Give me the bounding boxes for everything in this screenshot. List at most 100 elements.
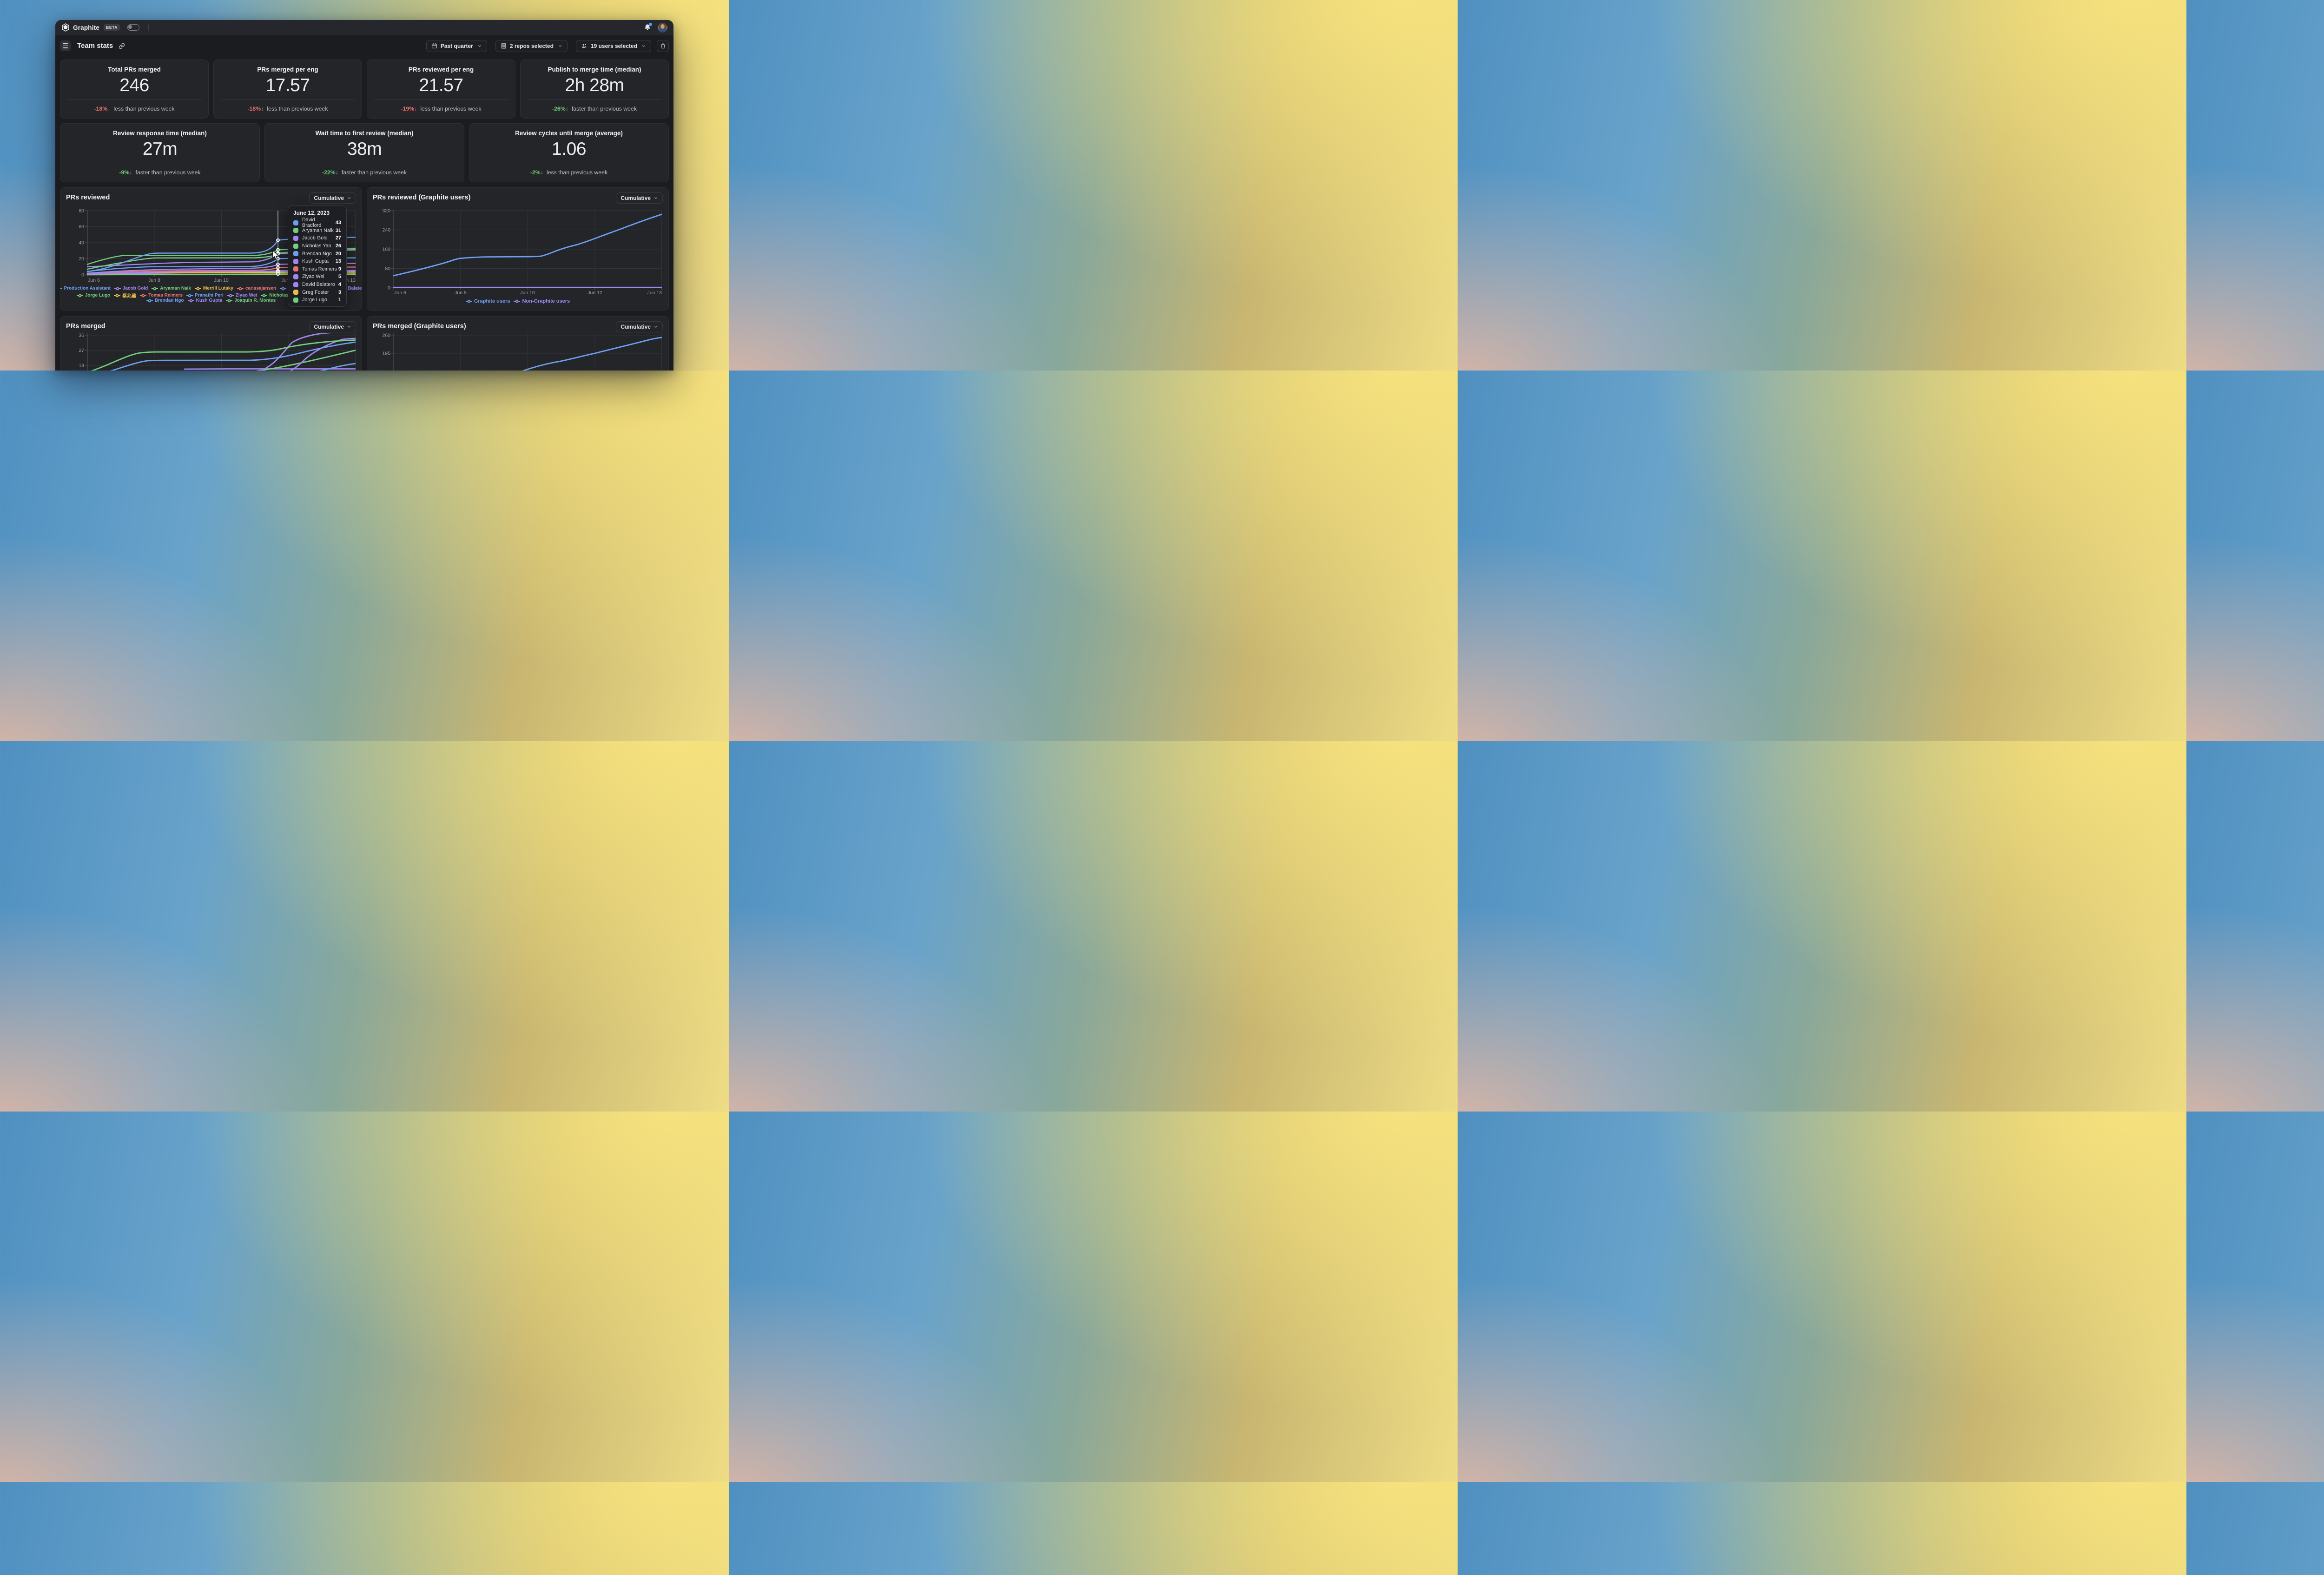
desktop: { "app": { "brand": "Graphite", "beta": … [0, 0, 729, 371]
metric-title: Publish to merge time (median) [548, 66, 641, 73]
metric-row-1: Total PRs merged 246 -18%↓ less than prev… [60, 60, 669, 119]
legend-item[interactable]: Production Assistant [60, 286, 111, 291]
metric-note: faster than previous week [341, 169, 407, 176]
metric-value: 2h 28m [565, 75, 624, 95]
menu-button[interactable] [60, 40, 71, 51]
legend-item[interactable]: Jacob Gold [114, 286, 148, 291]
y-tick: 20 [79, 256, 84, 262]
legend-item[interactable]: Joaquín R. Montes [226, 298, 276, 303]
date-range-select[interactable]: Past quarter [426, 40, 487, 52]
series-chip [293, 290, 298, 295]
legend-item[interactable]: Graphite users [465, 298, 510, 304]
metric-delta: -18%↓ [247, 106, 264, 112]
legend-item[interactable]: Brendan Ngo [146, 298, 184, 303]
y-tick: 27 [79, 348, 84, 353]
copy-link-button[interactable] [119, 43, 125, 49]
chevron-down-icon [347, 197, 351, 199]
prs-reviewed-plot[interactable]: 80 60 40 20 0 Jun 6 Jun 8 Jun 10 Jun 12 … [68, 206, 356, 285]
brand[interactable]: Graphite BETA [61, 23, 149, 32]
page-title: Team stats [77, 42, 113, 50]
tooltip-row: David Bradford 43 [293, 217, 341, 228]
metric-value: 17.57 [265, 75, 310, 95]
notification-dot [649, 23, 652, 26]
legend-item[interactable]: Tomas Reimers [140, 292, 183, 299]
tooltip-date: June 12, 2023 [293, 210, 330, 216]
chevron-down-icon [478, 45, 481, 47]
chart-mode-select[interactable]: Cumulative [616, 192, 663, 204]
legend-row-3: Brendan Ngo Kush Gupta Joaquín R. Montes [64, 298, 358, 303]
hover-markers [276, 238, 280, 276]
filter-bar: Past quarter 2 repos selected 19 users s… [426, 40, 669, 52]
y-tick: 36 [79, 333, 84, 338]
chart-row-1: PRs reviewed Cumulative 80 60 [60, 187, 669, 311]
repos-select[interactable]: 2 repos selected [495, 40, 568, 52]
metric-card-review-cycles: Review cycles until merge (average) 1.06… [469, 123, 669, 182]
y-tick: 260 [382, 333, 390, 338]
brand-name: Graphite [73, 24, 100, 31]
chevron-down-icon [642, 45, 646, 47]
delete-dashboard-button[interactable] [657, 40, 669, 52]
user-avatar[interactable] [658, 22, 667, 33]
legend-item[interactable]: Merrill Lutsky [194, 286, 233, 291]
chart-row-2: PRs merged Cumulative 36 27 18 [60, 316, 669, 371]
y-tick: 320 [382, 208, 390, 214]
legend-item[interactable]: Pranathi Peri [186, 292, 224, 299]
chart-card-prs-reviewed: PRs reviewed Cumulative 80 60 [60, 187, 362, 311]
x-tick: Jun 10 [520, 290, 535, 295]
chart-title: PRs reviewed (Graphite users) [373, 194, 471, 201]
tooltip-row: Ziyao Wei 5 [293, 273, 341, 281]
chart-mode-select[interactable]: Cumulative [616, 321, 663, 332]
metric-note: faster than previous week [571, 106, 637, 112]
down-arrow-icon: ↓ [540, 169, 543, 176]
beta-toggle[interactable] [127, 24, 140, 31]
topbar-divider [148, 24, 149, 31]
legend-item[interactable]: Ziyao Wei [227, 292, 257, 299]
metric-title: Wait time to first review (median) [315, 130, 414, 137]
legend-item[interactable]: Non-Graphite users [514, 298, 570, 304]
trash-icon [660, 43, 665, 48]
chevron-down-icon [347, 326, 351, 328]
x-tick: Jun 8 [148, 278, 160, 283]
chart-mode-select[interactable]: Cumulative [309, 192, 356, 204]
down-arrow-icon: ↓ [261, 106, 264, 112]
series-chip [293, 220, 298, 225]
y-tick: 0 [81, 272, 84, 278]
prs-reviewed-graphite-plot[interactable]: 320 240 160 80 0 Jun 6 Jun 8 Jun 10 Jun … [375, 206, 662, 295]
series-chip [293, 243, 298, 249]
metric-note: less than previous week [113, 106, 175, 112]
series-chip [293, 297, 298, 303]
metric-card-wait-time-first-review: Wait time to first review (median) 38m -… [264, 123, 464, 182]
chart-mode-select[interactable]: Cumulative [309, 321, 356, 332]
x-tick: Jun 6 [88, 278, 100, 283]
chart-title: PRs reviewed [66, 194, 110, 201]
metric-value: 246 [119, 75, 149, 95]
y-tick: 195 [382, 351, 390, 357]
repos-value: 2 repos selected [509, 42, 554, 49]
legend-item[interactable]: Kush Gupta [187, 298, 222, 303]
legend-item[interactable]: carissajansen [237, 286, 276, 291]
users-value: 19 users selected [590, 42, 637, 49]
tooltip-row: Jacob Gold 27 [293, 234, 341, 242]
app-window: Graphite BETA Team stats [55, 20, 673, 371]
legend-item[interactable]: Jorge Lugo [76, 292, 110, 299]
metric-card-review-response-time: Review response time (median) 27m -9%↓ fa… [60, 123, 260, 182]
series-chip [293, 251, 298, 257]
metric-title: PRs merged per eng [257, 66, 318, 73]
y-tick: 18 [79, 363, 84, 369]
legend-item[interactable]: Aryaman Naik [152, 286, 191, 291]
legend-item[interactable]: 蔡兆龍 [114, 292, 136, 299]
users-select[interactable]: 19 users selected [575, 40, 651, 52]
metric-card-prs-reviewed-per-eng: PRs reviewed per eng 21.57 -19%↓ less tha… [367, 60, 515, 119]
series-chip [293, 266, 298, 272]
notifications-button[interactable] [644, 23, 652, 31]
metric-card-prs-merged-per-eng: PRs merged per eng 17.57 -18%↓ less than … [213, 60, 362, 119]
legend-item[interactable]: Nicholas Yan [261, 292, 298, 299]
series-chip [293, 282, 298, 287]
tooltip-row: Kush Gupta 13 [293, 258, 341, 265]
y-tick: 80 [385, 266, 390, 271]
chevron-down-icon [654, 197, 658, 199]
prs-merged-graphite-plot[interactable]: 260 195 [375, 333, 662, 371]
prs-merged-plot[interactable]: 36 27 18 [68, 333, 356, 371]
metric-card-total-prs-merged: Total PRs merged 246 -18%↓ less than prev… [60, 60, 209, 119]
metric-title: Review response time (median) [113, 130, 207, 137]
